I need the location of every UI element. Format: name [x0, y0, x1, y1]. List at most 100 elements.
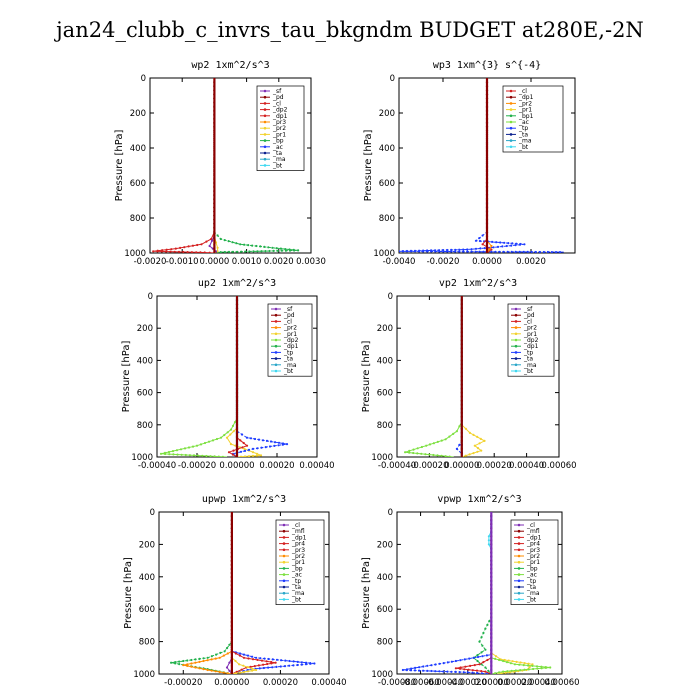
legend-marker — [263, 114, 267, 118]
data-point — [485, 126, 489, 130]
data-point — [446, 250, 449, 253]
legend-label: _pr4 — [526, 541, 540, 548]
data-point — [488, 620, 491, 623]
data-point — [460, 403, 463, 406]
data-point — [462, 250, 465, 253]
data-point — [504, 671, 507, 674]
legend-label: _pr2 — [523, 325, 537, 332]
data-point — [438, 670, 441, 673]
data-point — [460, 395, 463, 398]
legend-label: _pr1 — [291, 559, 305, 566]
series-group — [399, 78, 565, 253]
panel-4: vp2 1xm^2/s^3 Pressure [hPa] 0 200 400 600 800… — [361, 278, 577, 471]
data-point — [488, 248, 491, 251]
data-point — [485, 156, 489, 159]
data-point — [426, 669, 429, 673]
series-line-pr1 — [226, 296, 262, 457]
plot-frame — [149, 77, 312, 254]
legend-marker — [517, 523, 521, 527]
data-point — [438, 250, 441, 253]
data-point — [466, 250, 469, 253]
data-point — [230, 571, 233, 574]
data-point — [223, 650, 226, 653]
legend-label: _dp1 — [283, 343, 299, 350]
data-point — [422, 250, 425, 253]
x-tick-label: 0.00040 — [299, 461, 334, 471]
data-point — [444, 438, 447, 441]
y-tick-label: 400 — [137, 356, 153, 366]
data-point — [462, 671, 465, 674]
data-point — [448, 455, 451, 457]
data-point — [231, 250, 235, 253]
data-point — [230, 624, 233, 627]
data-point — [192, 454, 196, 457]
data-point — [463, 658, 466, 661]
data-point — [262, 666, 265, 670]
data-point — [460, 399, 463, 402]
legend-label: _dp2 — [272, 107, 288, 114]
data-point — [460, 391, 463, 394]
data-point — [485, 185, 489, 188]
data-point — [270, 662, 273, 665]
data-point — [152, 250, 155, 253]
y-tick-label: 0 — [388, 292, 393, 302]
series-group — [159, 296, 289, 457]
data-point — [490, 591, 493, 595]
legend-marker — [274, 363, 278, 367]
data-point — [230, 644, 233, 647]
data-point — [216, 246, 219, 249]
x-tick-label: 0.0020 — [516, 257, 546, 267]
data-point — [481, 234, 484, 237]
data-point — [285, 443, 289, 446]
data-point — [230, 531, 233, 534]
data-point — [213, 118, 216, 121]
legend-marker — [517, 542, 521, 545]
data-point — [230, 600, 233, 603]
data-point — [464, 454, 467, 457]
data-point — [485, 135, 489, 138]
data-point — [234, 652, 237, 655]
data-point — [490, 583, 493, 587]
legend-marker — [263, 139, 267, 142]
data-point — [235, 411, 239, 414]
data-point — [490, 250, 493, 253]
data-point — [471, 669, 474, 672]
legend-marker — [509, 108, 513, 111]
legend-marker — [274, 338, 278, 342]
data-point — [485, 147, 489, 150]
data-point — [473, 664, 476, 667]
legend-label: _cl — [518, 88, 527, 95]
data-point — [527, 662, 530, 665]
data-point — [409, 669, 413, 672]
legend-marker — [263, 108, 267, 111]
data-point — [230, 668, 233, 672]
x-tick-label: 0.00000 — [214, 678, 249, 688]
y-tick-label: 1000 — [124, 249, 146, 259]
data-point — [225, 647, 229, 650]
data-point — [300, 663, 303, 666]
data-point — [486, 623, 489, 627]
data-point — [460, 427, 463, 430]
data-point — [183, 447, 187, 450]
legend-label: _pr2 — [526, 553, 540, 560]
data-point — [478, 239, 482, 243]
data-point — [474, 250, 477, 253]
data-point — [213, 85, 216, 88]
legend-label: _ta — [283, 356, 293, 363]
data-point — [213, 193, 216, 196]
data-point — [432, 442, 435, 445]
x-tick-label: -0.00040 — [425, 678, 463, 688]
data-point — [186, 663, 189, 666]
data-point — [558, 251, 562, 253]
data-point — [178, 663, 181, 666]
data-point — [215, 437, 219, 441]
data-point — [210, 669, 213, 672]
data-point — [230, 652, 233, 655]
data-point — [490, 575, 493, 578]
legend-marker — [263, 133, 267, 136]
legend-label: _pr3 — [272, 119, 286, 126]
data-point — [554, 251, 558, 253]
data-point — [230, 640, 233, 643]
panel-title: wp2 1xm^2/s^3 — [191, 60, 269, 71]
data-point — [490, 244, 493, 248]
